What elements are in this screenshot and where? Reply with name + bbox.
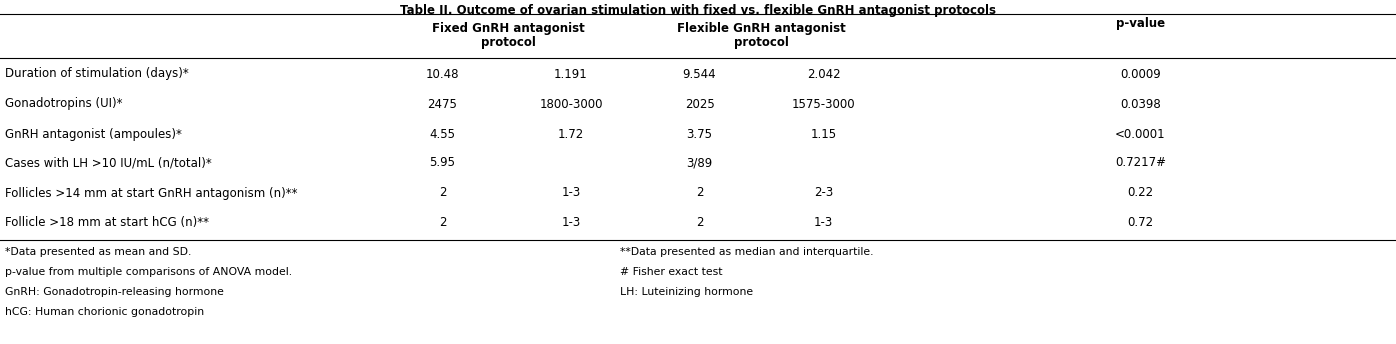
Text: 0.7217#: 0.7217# [1115,157,1166,170]
Text: **Data presented as median and interquartile.: **Data presented as median and interquar… [620,247,874,257]
Text: GnRH: Gonadotropin-releasing hormone: GnRH: Gonadotropin-releasing hormone [6,287,223,297]
Text: *Data presented as mean and SD.: *Data presented as mean and SD. [6,247,191,257]
Text: Follicles >14 mm at start GnRH antagonism (n)**: Follicles >14 mm at start GnRH antagonis… [6,186,297,200]
Text: # Fisher exact test: # Fisher exact test [620,267,723,277]
Text: 3.75: 3.75 [687,128,712,140]
Text: Duration of stimulation (days)*: Duration of stimulation (days)* [6,67,188,80]
Text: 9.544: 9.544 [683,67,716,80]
Text: 1.15: 1.15 [811,128,836,140]
Text: Cases with LH >10 IU/mL (n/total)*: Cases with LH >10 IU/mL (n/total)* [6,157,212,170]
Text: 1-3: 1-3 [561,215,581,228]
Text: 2475: 2475 [427,97,458,110]
Text: 1.72: 1.72 [558,128,584,140]
Text: 2.042: 2.042 [807,67,840,80]
Text: Follicle >18 mm at start hCG (n)**: Follicle >18 mm at start hCG (n)** [6,215,209,228]
Text: protocol: protocol [482,36,536,49]
Text: 10.48: 10.48 [426,67,459,80]
Text: 1800-3000: 1800-3000 [539,97,603,110]
Text: <0.0001: <0.0001 [1115,128,1166,140]
Text: 1-3: 1-3 [561,186,581,200]
Text: GnRH antagonist (ampoules)*: GnRH antagonist (ampoules)* [6,128,181,140]
Text: 1.191: 1.191 [554,67,588,80]
Text: 0.22: 0.22 [1128,186,1153,200]
Text: 2: 2 [695,215,704,228]
Text: LH: Luteinizing hormone: LH: Luteinizing hormone [620,287,752,297]
Text: Table II. Outcome of ovarian stimulation with fixed vs. flexible GnRH antagonist: Table II. Outcome of ovarian stimulation… [401,4,995,17]
Text: 4.55: 4.55 [430,128,455,140]
Text: Fixed GnRH antagonist: Fixed GnRH antagonist [433,22,585,35]
Text: 0.72: 0.72 [1128,215,1153,228]
Text: 2: 2 [438,186,447,200]
Text: 3/89: 3/89 [687,157,712,170]
Text: p-value from multiple comparisons of ANOVA model.: p-value from multiple comparisons of ANO… [6,267,292,277]
Text: 1-3: 1-3 [814,215,833,228]
Text: 2-3: 2-3 [814,186,833,200]
Text: 2: 2 [695,186,704,200]
Text: 0.0009: 0.0009 [1120,67,1161,80]
Text: protocol: protocol [733,36,789,49]
Text: 1575-3000: 1575-3000 [792,97,856,110]
Text: 2025: 2025 [684,97,715,110]
Text: p-value: p-value [1115,18,1166,31]
Text: 0.0398: 0.0398 [1120,97,1161,110]
Text: Gonadotropins (UI)*: Gonadotropins (UI)* [6,97,123,110]
Text: hCG: Human chorionic gonadotropin: hCG: Human chorionic gonadotropin [6,307,204,317]
Text: 5.95: 5.95 [430,157,455,170]
Text: Flexible GnRH antagonist: Flexible GnRH antagonist [677,22,846,35]
Text: 2: 2 [438,215,447,228]
